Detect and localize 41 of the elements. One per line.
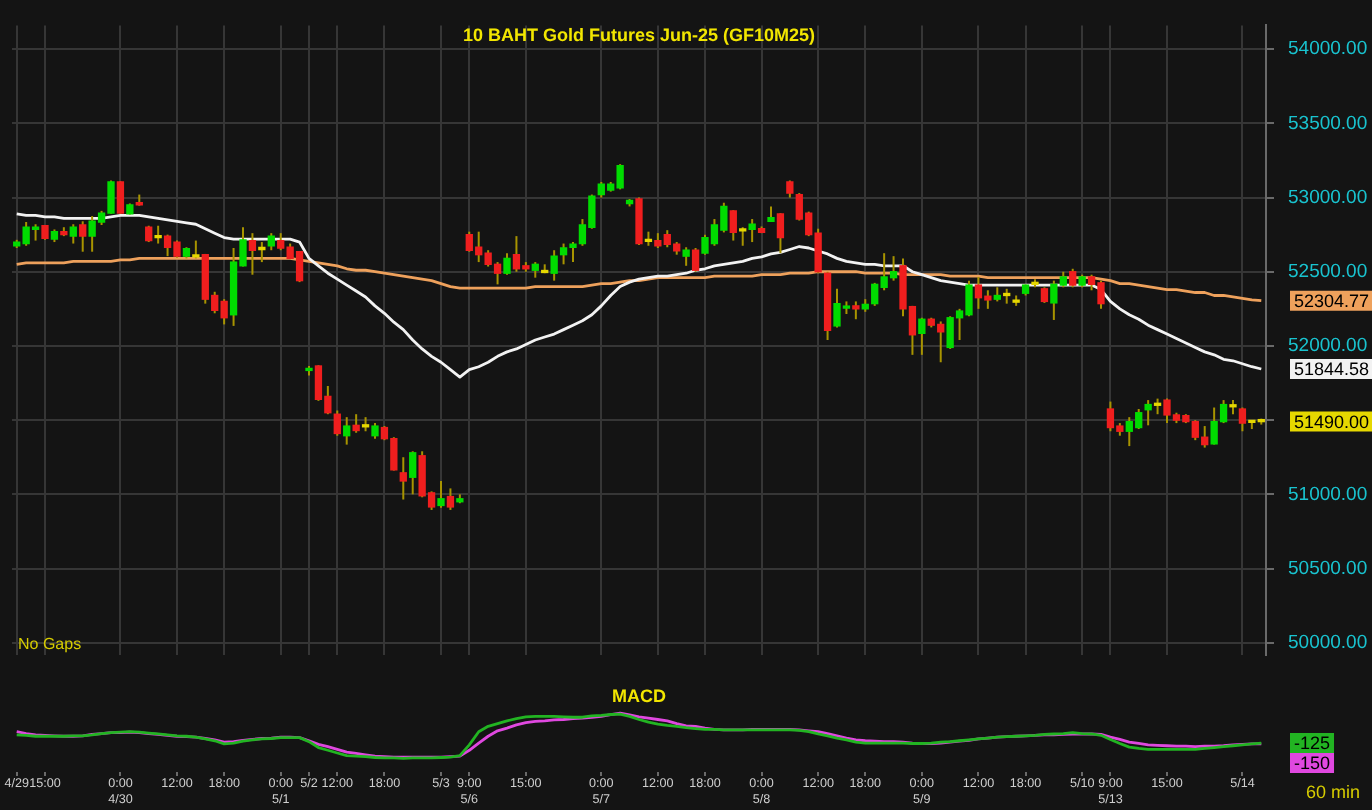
text: 60 min xyxy=(1306,781,1361,802)
candlestick xyxy=(739,226,747,247)
text: -150 xyxy=(1294,753,1331,773)
y-tick-label: 50000.00 xyxy=(1288,631,1368,654)
y-tick-label: 51000.00 xyxy=(1288,483,1368,506)
candlestick xyxy=(69,223,77,245)
candlestick xyxy=(437,479,445,509)
candlestick xyxy=(258,241,266,264)
candlestick xyxy=(1069,267,1077,289)
text: -125 xyxy=(1294,733,1331,753)
candlestick xyxy=(691,246,700,273)
y-tick-label: 54000.00 xyxy=(1288,38,1368,61)
candlestick xyxy=(918,316,926,356)
candlestick xyxy=(682,246,690,267)
candlestick xyxy=(776,212,785,255)
candlestick xyxy=(729,209,737,242)
candlestick xyxy=(550,249,558,282)
candlestick xyxy=(343,416,351,446)
data-label: 51844.58 xyxy=(1294,358,1370,379)
data-label: 52304.77 xyxy=(1294,290,1370,311)
text: 51490.00 xyxy=(1294,411,1370,432)
candlestick xyxy=(79,220,87,253)
candlestick xyxy=(352,413,360,434)
candlestick xyxy=(503,252,511,276)
candlestick xyxy=(399,456,407,501)
candlestick xyxy=(446,487,455,511)
y-tick-label: 52500.00 xyxy=(1288,260,1368,283)
y-tick-label: 52000.00 xyxy=(1288,335,1368,358)
candlestick xyxy=(635,196,643,247)
annotation: No Gaps xyxy=(18,635,82,654)
chart-title: MACD xyxy=(612,685,667,706)
candlestick xyxy=(116,180,125,215)
y-tick-label: 53000.00 xyxy=(1288,186,1368,209)
y-tick-label: 53500.00 xyxy=(1288,112,1368,135)
y-tick-label: 50500.00 xyxy=(1288,557,1368,580)
candlestick xyxy=(333,409,341,437)
chart-title: 10 BAHT Gold Futures Jun-25 (GF10M25) xyxy=(462,25,816,46)
candlestick xyxy=(748,218,756,244)
candlestick xyxy=(1144,399,1152,427)
candlestick xyxy=(248,232,257,276)
candlestick xyxy=(409,450,417,496)
